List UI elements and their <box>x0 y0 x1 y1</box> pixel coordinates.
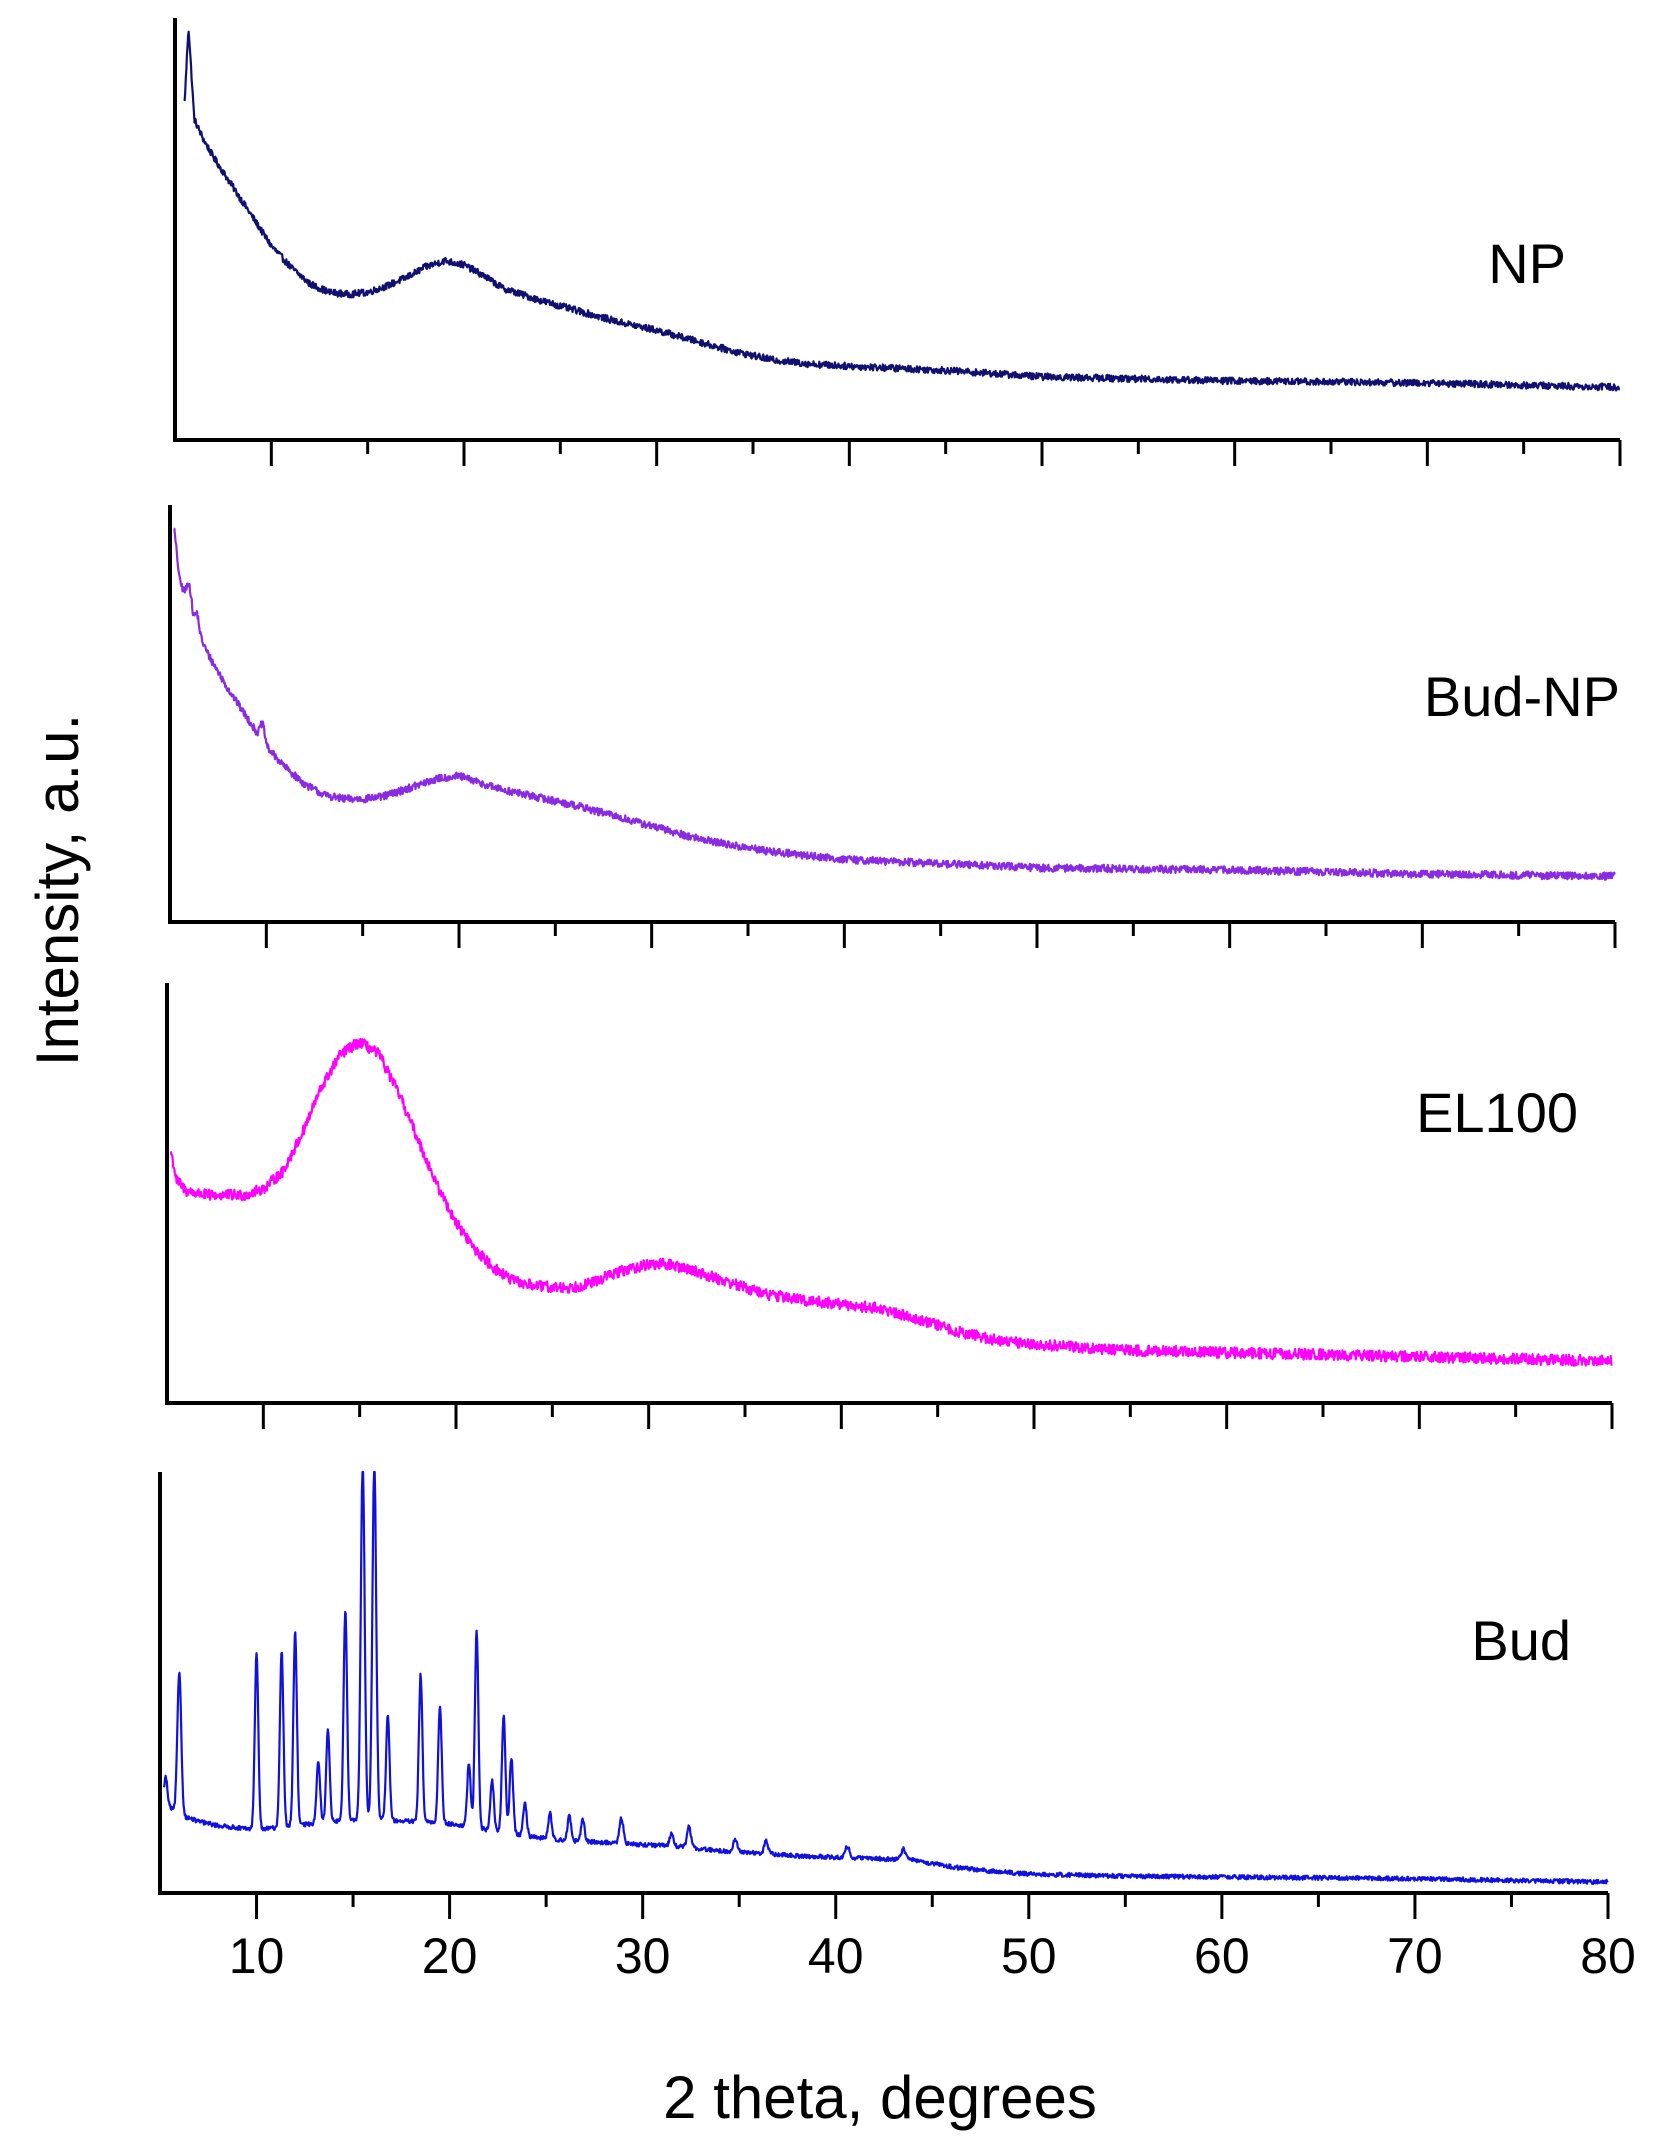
panel-bud-np: Bud-NP <box>168 505 1620 948</box>
x-tick-label: 50 <box>1001 1928 1057 1984</box>
series-label-el100: EL100 <box>1416 1081 1578 1144</box>
panel-el100: EL100 <box>165 983 1614 1429</box>
x-tick-label: 30 <box>615 1928 671 1984</box>
series-label-bud-np: Bud-NP <box>1424 665 1620 728</box>
panel-np: NP <box>173 18 1622 466</box>
x-tick-label: 80 <box>1580 1928 1636 1984</box>
x-tick-label: 10 <box>229 1928 285 1984</box>
x-tick-label: 60 <box>1194 1928 1250 1984</box>
y-axis-label: Intensity, a.u. <box>24 714 91 1066</box>
x-tick-label: 70 <box>1387 1928 1443 1984</box>
x-axis-label: 2 theta, degrees <box>663 2064 1097 2131</box>
series-line-bud <box>162 1470 1609 1886</box>
series-label-bud: Bud <box>1471 1609 1571 1672</box>
panel-bud: Bud 10 20 30 40 50 60 70 80 <box>158 1470 1636 1984</box>
chart-panels: NP Bud-NP EL100 Bud 10 20 30 40 50 60 70 80 <box>158 18 1636 1984</box>
series-line-bud-np <box>173 527 1616 881</box>
x-tick-label: 40 <box>808 1928 864 1984</box>
series-label-np: NP <box>1488 232 1566 295</box>
series-line-el100 <box>169 1037 1613 1367</box>
series-line-np <box>183 30 1621 392</box>
x-tick-label: 20 <box>422 1928 478 1984</box>
